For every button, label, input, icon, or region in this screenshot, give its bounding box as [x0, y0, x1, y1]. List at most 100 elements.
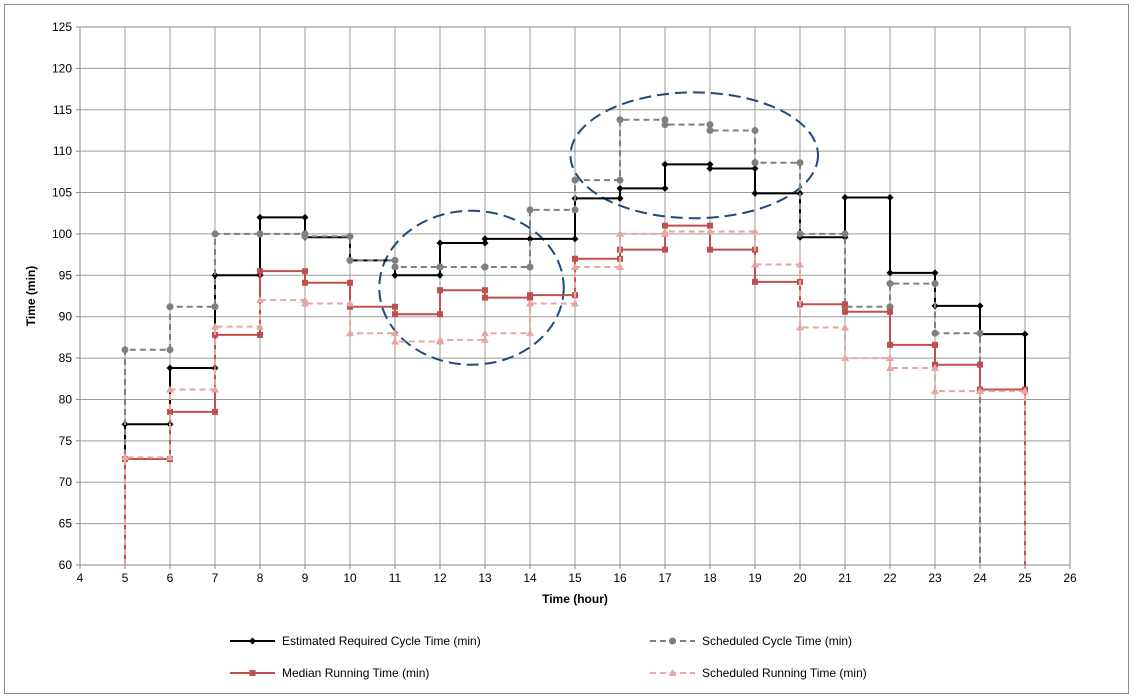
data-point — [437, 311, 443, 318]
data-point — [616, 194, 624, 202]
x-tick-label: 8 — [257, 571, 264, 585]
x-tick-label: 24 — [973, 571, 987, 585]
data-point — [211, 303, 219, 311]
annotations — [378, 91, 819, 366]
x-tick-label: 12 — [433, 571, 447, 585]
x-tick-label: 19 — [748, 571, 762, 585]
data-point — [301, 213, 309, 221]
data-point — [347, 303, 353, 310]
legend-item-4: Scheduled Running Time (min) — [650, 666, 867, 680]
data-point — [796, 323, 804, 331]
data-point — [346, 299, 354, 307]
data-point — [481, 329, 489, 337]
data-point — [302, 279, 308, 286]
x-tick-label: 15 — [568, 571, 582, 585]
x-tick-label: 13 — [478, 571, 492, 585]
data-point — [302, 268, 308, 275]
data-point — [751, 227, 759, 235]
data-point — [392, 311, 398, 318]
data-point — [662, 246, 668, 253]
annotation-ellipse — [569, 91, 819, 220]
data-point — [706, 227, 714, 235]
data-point — [249, 670, 256, 676]
data-point — [211, 385, 219, 393]
data-point — [437, 287, 443, 294]
data-point — [842, 308, 848, 315]
data-point — [707, 222, 713, 229]
data-point — [706, 165, 714, 173]
axes: 60 65 70 75 80 85 90 95 100 105 110 115 120 125 4 5 6 7 8 9… — [52, 20, 1077, 585]
data-point — [482, 287, 488, 294]
data-point — [661, 184, 669, 192]
legend-label: Scheduled Running Time (min) — [702, 666, 867, 680]
data-point — [976, 329, 984, 337]
y-tick-label: 90 — [59, 310, 73, 324]
data-point — [751, 260, 759, 268]
y-tick-label: 95 — [59, 268, 73, 282]
x-tick-label: 10 — [343, 571, 357, 585]
data-point — [436, 263, 444, 271]
y-axis-title: Time (min) — [24, 266, 38, 326]
data-point — [249, 637, 256, 645]
legend-label: Median Running Time (min) — [282, 666, 429, 680]
y-tick-label: 110 — [53, 144, 72, 158]
data-point — [796, 159, 804, 167]
y-tick-label: 85 — [59, 351, 73, 365]
data-point — [301, 232, 309, 240]
annotation-ellipse — [378, 209, 565, 366]
data-point — [301, 299, 309, 307]
data-point — [212, 408, 218, 415]
data-point — [886, 303, 894, 311]
data-point — [526, 329, 534, 337]
y-tick-label: 65 — [59, 517, 73, 531]
series — [121, 116, 1029, 565]
data-point — [616, 263, 624, 271]
legend-label: Scheduled Cycle Time (min) — [702, 634, 852, 648]
data-point — [841, 323, 849, 331]
data-point — [481, 235, 489, 243]
legend: Estimated Required Cycle Time (min) Sched… — [230, 634, 867, 680]
data-point — [841, 194, 849, 202]
data-point — [661, 121, 669, 129]
data-point — [931, 280, 939, 288]
legend-item-1: Estimated Required Cycle Time (min) — [230, 634, 481, 648]
data-point — [751, 165, 759, 173]
data-point — [166, 385, 174, 393]
x-tick-label: 5 — [122, 571, 129, 585]
data-point — [932, 341, 938, 348]
y-tick-label: 100 — [52, 227, 72, 241]
data-point — [257, 331, 263, 338]
data-point — [346, 329, 354, 337]
data-point — [661, 116, 669, 124]
data-point — [616, 116, 624, 124]
data-point — [257, 268, 263, 275]
y-tick-label: 115 — [53, 103, 72, 117]
data-point — [616, 176, 624, 184]
data-point — [392, 303, 398, 310]
legend-label: Estimated Required Cycle Time (min) — [282, 634, 481, 648]
chart-svg: 60 65 70 75 80 85 90 95 100 105 110 115 120 125 4 5 6 7 8 9… — [24, 20, 1077, 680]
data-point — [527, 292, 533, 299]
data-point — [391, 263, 399, 271]
x-tick-label: 16 — [613, 571, 627, 585]
data-point — [976, 387, 984, 395]
data-point — [707, 246, 713, 253]
data-point — [391, 271, 399, 279]
data-point — [669, 637, 676, 645]
series-line — [124, 118, 981, 565]
data-point — [167, 408, 173, 415]
data-point — [256, 230, 264, 238]
data-point — [976, 302, 984, 310]
data-point — [571, 299, 579, 307]
data-point — [616, 229, 624, 237]
y-tick-label: 70 — [59, 475, 73, 489]
x-tick-label: 25 — [1018, 571, 1032, 585]
x-tick-label: 23 — [928, 571, 942, 585]
data-point — [526, 235, 534, 243]
data-point — [931, 269, 939, 277]
data-point — [571, 206, 579, 214]
y-tick-label: 75 — [59, 434, 73, 448]
y-tick-label: 120 — [52, 61, 72, 75]
data-point — [661, 227, 669, 235]
legend-item-2: Scheduled Cycle Time (min) — [650, 634, 852, 648]
